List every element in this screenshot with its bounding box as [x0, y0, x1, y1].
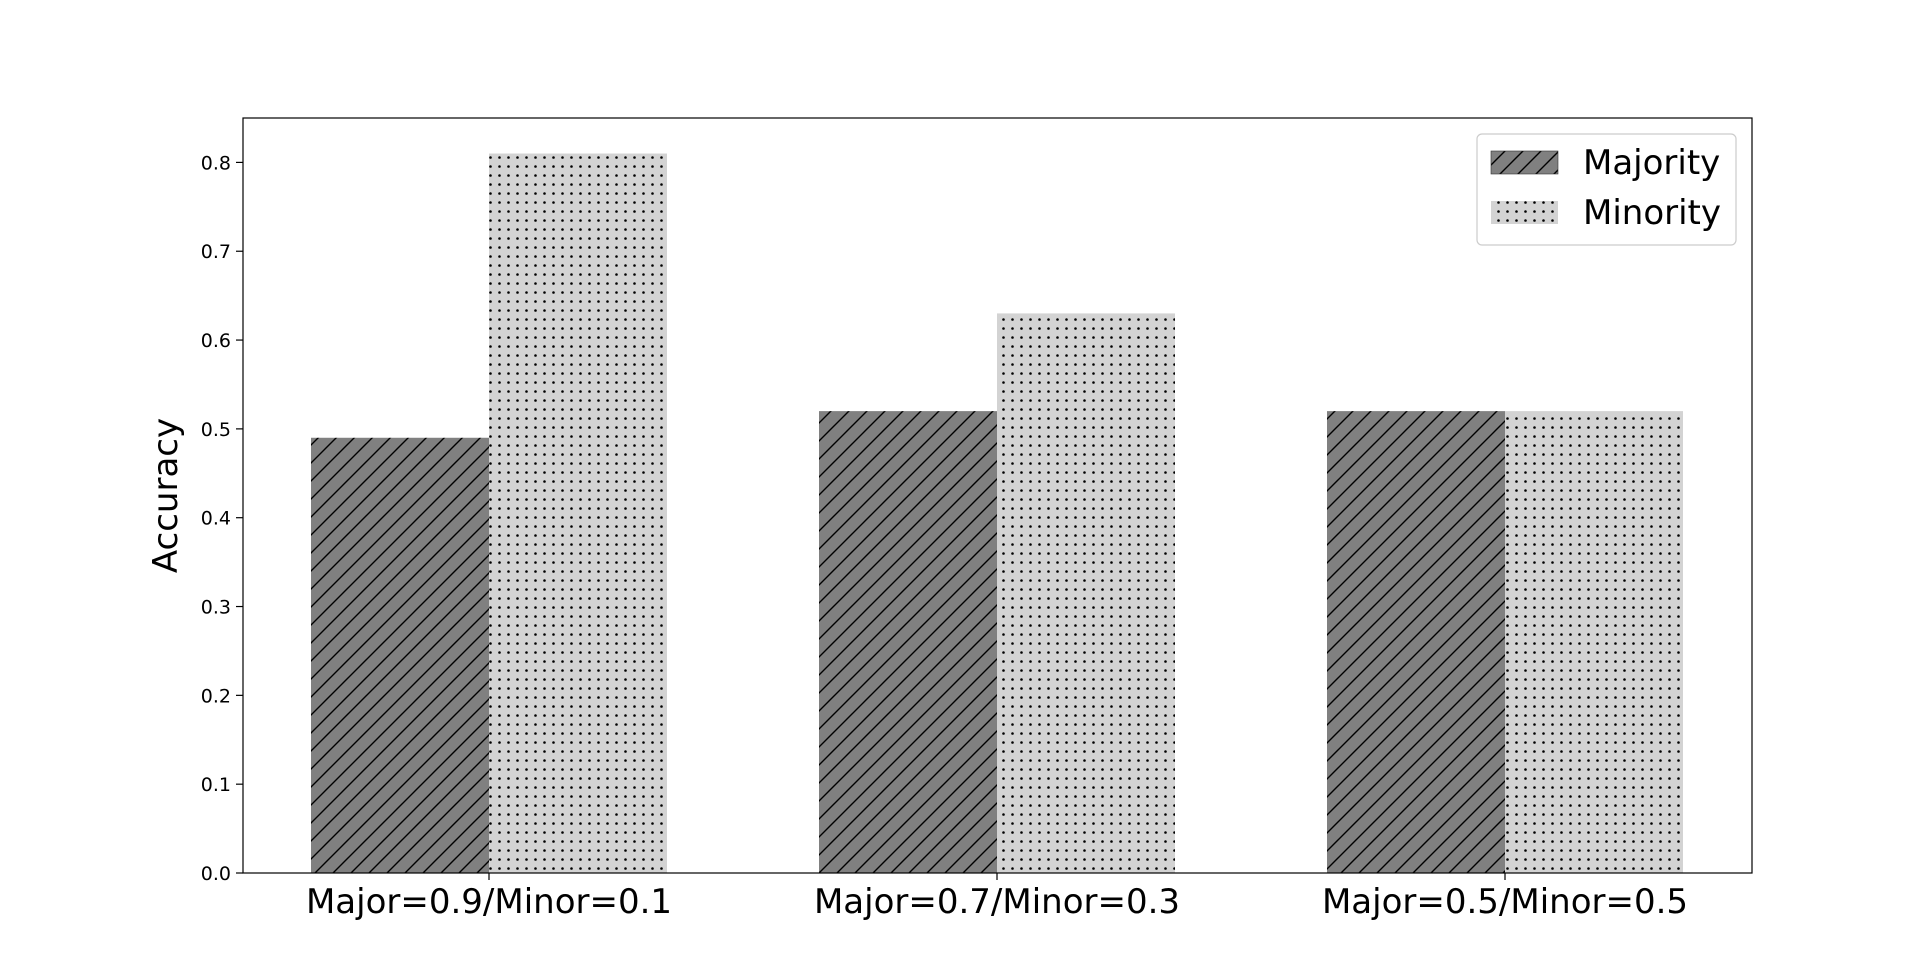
y-axis-title: Accuracy — [146, 418, 186, 573]
y-tick-label: 0.0 — [201, 863, 231, 885]
y-axis: 0.0 0.1 0.2 0.3 0.4 0.5 0.6 0.7 0.8 — [201, 152, 243, 885]
x-axis: Major=0.9/Minor=0.1 Major=0.7/Minor=0.3 Ma… — [306, 873, 1688, 922]
bar-majority-2 — [819, 411, 997, 873]
legend-label-majority: Majority — [1583, 143, 1720, 183]
y-tick-label: 0.7 — [201, 241, 231, 263]
legend-swatch-minority — [1491, 201, 1558, 224]
bar-minority-1 — [489, 153, 667, 873]
legend: Majority Minority — [1476, 133, 1737, 246]
legend-swatch-majority — [1490, 150, 1559, 175]
bar-majority-3 — [1327, 411, 1505, 873]
y-tick-label: 0.5 — [201, 419, 231, 441]
x-category-label: Major=0.7/Minor=0.3 — [814, 882, 1180, 922]
y-tick-label: 0.1 — [201, 774, 231, 796]
y-tick-label: 0.2 — [201, 685, 231, 707]
y-tick-label: 0.3 — [201, 597, 231, 619]
x-category-label: Major=0.9/Minor=0.1 — [306, 882, 672, 922]
y-tick-label: 0.8 — [201, 152, 231, 174]
y-tick-label: 0.4 — [201, 508, 231, 530]
y-tick-label: 0.6 — [201, 330, 231, 352]
x-category-label: Major=0.5/Minor=0.5 — [1322, 882, 1688, 922]
bar-majority-1 — [311, 437, 489, 873]
bars-group — [311, 153, 1683, 874]
legend-label-minority: Minority — [1583, 193, 1721, 233]
bar-minority-2 — [997, 313, 1175, 874]
bar-minority-3 — [1505, 411, 1683, 873]
